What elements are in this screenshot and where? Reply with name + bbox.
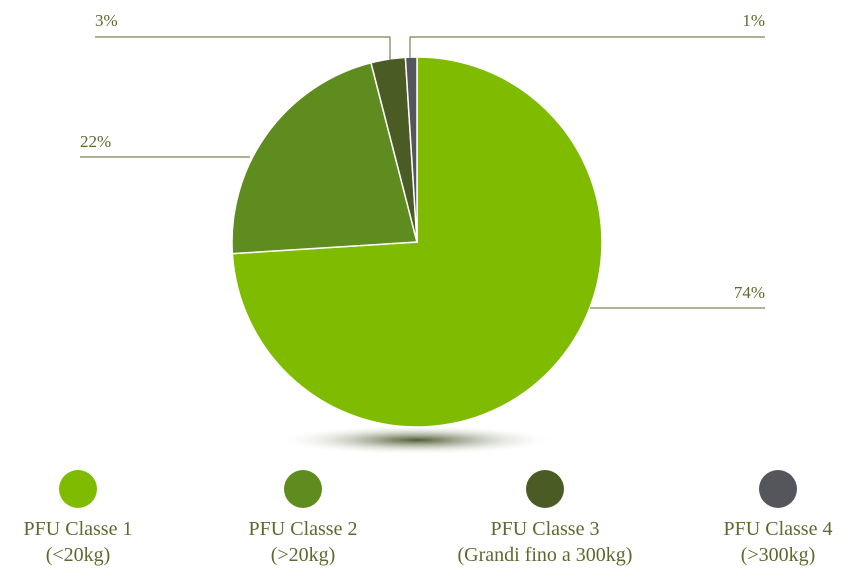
legend-swatch bbox=[284, 470, 322, 508]
data-label: 74% bbox=[734, 283, 765, 302]
data-label: 1% bbox=[742, 11, 765, 30]
legend-swatch bbox=[526, 470, 564, 508]
data-label: 3% bbox=[95, 11, 118, 30]
pie-slice bbox=[231, 61, 418, 255]
data-label: 22% bbox=[80, 132, 111, 151]
leader-line bbox=[409, 36, 765, 58]
legend-swatch bbox=[59, 470, 97, 508]
pie-shadow bbox=[277, 425, 557, 455]
pie-slice bbox=[404, 56, 418, 243]
leader-line bbox=[95, 36, 391, 60]
legend-label: PFU Classe 2 (>20kg) bbox=[248, 518, 358, 566]
legend-label: PFU Classe 1 (<20kg) bbox=[23, 518, 133, 566]
legend-label: PFU Classe 4 (>300kg) bbox=[723, 518, 833, 566]
legend-label: PFU Classe 3 (Grandi fino a 300kg) bbox=[457, 518, 633, 566]
legend-swatch bbox=[759, 470, 797, 508]
